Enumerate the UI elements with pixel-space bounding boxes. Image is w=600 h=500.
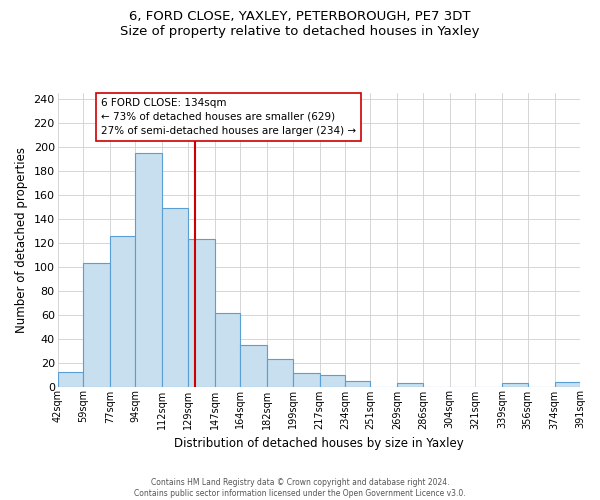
Bar xyxy=(397,383,423,386)
Bar xyxy=(554,382,580,386)
Bar xyxy=(320,374,345,386)
Y-axis label: Number of detached properties: Number of detached properties xyxy=(15,147,28,333)
Bar xyxy=(345,380,370,386)
Bar xyxy=(240,344,267,387)
Bar xyxy=(83,263,110,386)
Bar xyxy=(188,239,215,386)
Bar xyxy=(110,236,136,386)
Bar xyxy=(293,374,320,386)
Text: Contains HM Land Registry data © Crown copyright and database right 2024.
Contai: Contains HM Land Registry data © Crown c… xyxy=(134,478,466,498)
Bar xyxy=(58,372,83,386)
Bar xyxy=(215,314,240,386)
Bar xyxy=(136,153,163,386)
Bar xyxy=(163,208,188,386)
Text: 6 FORD CLOSE: 134sqm
← 73% of detached houses are smaller (629)
27% of semi-deta: 6 FORD CLOSE: 134sqm ← 73% of detached h… xyxy=(101,98,356,136)
Bar xyxy=(267,359,293,386)
Bar xyxy=(502,383,527,386)
X-axis label: Distribution of detached houses by size in Yaxley: Distribution of detached houses by size … xyxy=(174,437,464,450)
Text: 6, FORD CLOSE, YAXLEY, PETERBOROUGH, PE7 3DT
Size of property relative to detach: 6, FORD CLOSE, YAXLEY, PETERBOROUGH, PE7… xyxy=(120,10,480,38)
